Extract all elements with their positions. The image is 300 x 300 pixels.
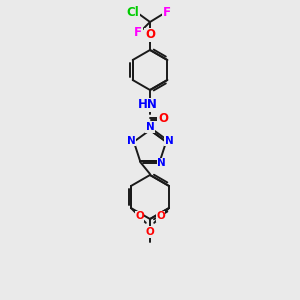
Text: HN: HN xyxy=(138,98,158,112)
Text: O: O xyxy=(146,227,154,237)
Text: O: O xyxy=(158,112,168,124)
Text: N: N xyxy=(158,158,166,168)
Text: N: N xyxy=(165,136,173,146)
Text: N: N xyxy=(127,136,135,146)
Text: O: O xyxy=(156,212,165,221)
Text: F: F xyxy=(163,5,171,19)
Text: O: O xyxy=(145,28,155,41)
Text: Cl: Cl xyxy=(127,5,140,19)
Text: N: N xyxy=(146,122,154,132)
Text: F: F xyxy=(134,26,142,38)
Text: O: O xyxy=(135,212,144,221)
